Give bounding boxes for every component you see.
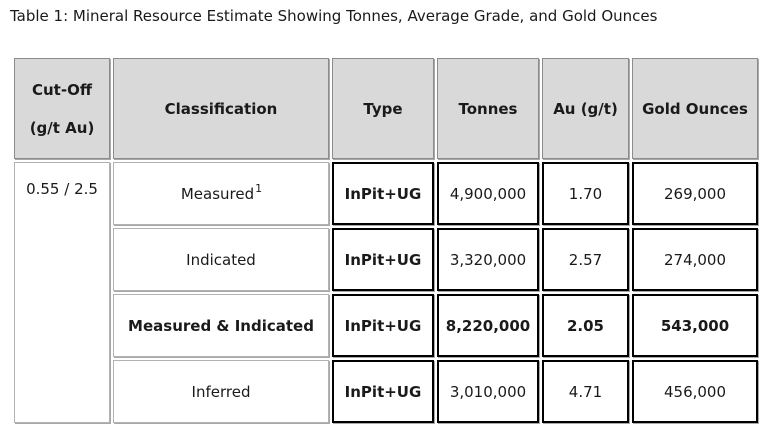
type-cell: InPit+UG <box>332 162 434 225</box>
classification-cell: Measured1 <box>113 162 329 225</box>
type-cell: InPit+UG <box>332 294 434 357</box>
type-cell: InPit+UG <box>332 360 434 423</box>
gold-ounces-cell: 543,000 <box>632 294 758 357</box>
au-grade-cell: 1.70 <box>542 162 629 225</box>
gold-ounces-cell: 274,000 <box>632 228 758 291</box>
cutoff-value-cell: 0.55 / 2.5 <box>14 162 110 423</box>
header-cutoff-line2: (g/t Au) <box>29 118 95 137</box>
header-type: Type <box>332 58 434 159</box>
type-cell: InPit+UG <box>332 228 434 291</box>
header-row: Cut-Off (g/t Au) Classification Type Ton… <box>14 58 758 159</box>
header-gold-ounces: Gold Ounces <box>632 58 758 159</box>
footnote-superscript: 1 <box>255 181 263 195</box>
au-grade-cell: 4.71 <box>542 360 629 423</box>
mineral-resource-table: Cut-Off (g/t Au) Classification Type Ton… <box>11 55 761 426</box>
gold-ounces-cell: 269,000 <box>632 162 758 225</box>
tonnes-cell: 4,900,000 <box>437 162 539 225</box>
table-row-measured: 0.55 / 2.5 Measured1 InPit+UG 4,900,000 … <box>14 162 758 423</box>
table-caption: Table 1: Mineral Resource Estimate Showi… <box>10 7 658 25</box>
header-classification: Classification <box>113 58 329 159</box>
table-row-inferred: Inferred InPit+UG 3,010,000 4.71 456,000 <box>14 360 758 423</box>
classification-cell: Measured & Indicated <box>113 294 329 357</box>
classification-cell: Inferred <box>113 360 329 423</box>
classification-label: Measured <box>180 184 255 203</box>
header-cutoff-line1: Cut-Off <box>32 80 92 99</box>
page: Table 1: Mineral Resource Estimate Showi… <box>10 7 761 426</box>
header-cutoff: Cut-Off (g/t Au) <box>14 58 110 159</box>
au-grade-cell: 2.05 <box>542 294 629 357</box>
gold-ounces-cell: 456,000 <box>632 360 758 423</box>
tonnes-cell: 3,320,000 <box>437 228 539 291</box>
classification-cell: Indicated <box>113 228 329 291</box>
header-au-grade: Au (g/t) <box>542 58 629 159</box>
tonnes-cell: 8,220,000 <box>437 294 539 357</box>
tonnes-cell: 3,010,000 <box>437 360 539 423</box>
header-tonnes: Tonnes <box>437 58 539 159</box>
au-grade-cell: 2.57 <box>542 228 629 291</box>
table-row-measured-indicated-total: Measured & Indicated InPit+UG 8,220,000 … <box>14 294 758 357</box>
table-row-indicated: Indicated InPit+UG 3,320,000 2.57 274,00… <box>14 228 758 291</box>
